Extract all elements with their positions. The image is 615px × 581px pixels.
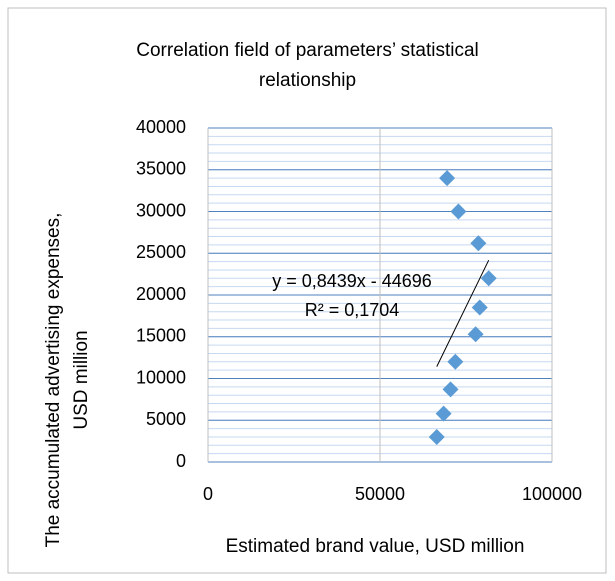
trendline bbox=[436, 259, 490, 367]
y-axis-label: The accumulated advertising expenses, US… bbox=[43, 212, 92, 548]
y-tick-label: 20000 bbox=[136, 284, 186, 304]
x-tick-label: 0 bbox=[203, 484, 213, 504]
point bbox=[439, 170, 456, 187]
y-tick-label: 15000 bbox=[136, 326, 186, 346]
x-tick-label: 100000 bbox=[522, 484, 582, 504]
point bbox=[435, 405, 452, 422]
trendline-equation: y = 0,8439x - 44696 bbox=[272, 271, 432, 291]
point bbox=[447, 353, 464, 370]
point bbox=[467, 326, 484, 343]
point bbox=[471, 299, 488, 316]
chart-border bbox=[7, 7, 607, 574]
y-tick-label: 40000 bbox=[136, 117, 186, 137]
y-tick-label: 0 bbox=[176, 451, 186, 471]
trendline-r2: R² = 0,1704 bbox=[305, 300, 400, 320]
point bbox=[450, 203, 467, 220]
chart-title: Correlation field of parameters’ statist… bbox=[136, 40, 479, 91]
y-tick-label: 5000 bbox=[146, 409, 186, 429]
point bbox=[470, 235, 487, 252]
x-tick-label: 50000 bbox=[355, 484, 405, 504]
point bbox=[428, 428, 445, 445]
x-axis-label: Estimated brand value, USD million bbox=[226, 536, 525, 557]
y-tick-label: 10000 bbox=[136, 367, 186, 387]
point bbox=[480, 270, 497, 287]
y-tick-label: 25000 bbox=[136, 242, 186, 262]
point bbox=[442, 381, 459, 398]
y-tick-label: 30000 bbox=[136, 200, 186, 220]
y-tick-label: 35000 bbox=[136, 159, 186, 179]
